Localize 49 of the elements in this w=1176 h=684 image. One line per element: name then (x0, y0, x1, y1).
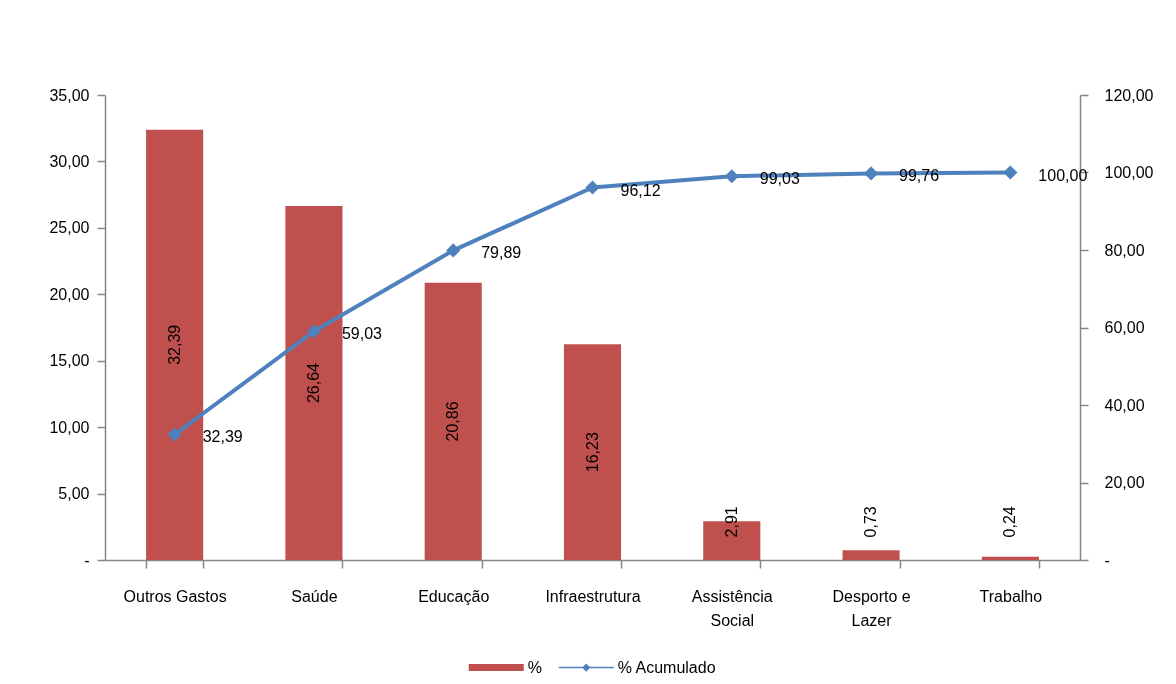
x-tick-label: Trabalho (979, 587, 1043, 605)
y-tick-label: 10,00 (49, 418, 90, 436)
data-label: 59,03 (341, 325, 383, 343)
y-tick-label: 20,00 (49, 285, 90, 303)
x-tick-label: Outros Gastos (123, 587, 227, 605)
bar (146, 129, 204, 560)
point (446, 243, 461, 258)
x-tick-label: Saúde (291, 587, 338, 605)
x-tick-label: Desporto e Lazer (832, 587, 911, 629)
legend-label: % Acumulado (617, 658, 716, 676)
data-label: 32,39 (202, 428, 243, 446)
y2-tick-label: 60,00 (1104, 319, 1145, 336)
point (864, 166, 879, 181)
data-label: 100,00 (1038, 166, 1088, 184)
x-tick-label: Educação (418, 587, 490, 605)
data-label: 79,89 (481, 244, 522, 262)
y2-tick-label: 40,00 (1104, 396, 1145, 414)
y-tick-label: 30,00 (49, 152, 90, 170)
y2-tick-label: 80,00 (1104, 241, 1145, 259)
bar (981, 556, 1039, 560)
data-label: 32,39 (165, 324, 183, 365)
y2-tick-label: 100,00 (1104, 164, 1154, 181)
data-label: 26,64 (304, 362, 322, 404)
data-label: 0,73 (862, 506, 880, 538)
x-tick-label: Assistência Social (691, 587, 773, 629)
data-label: 16,23 (583, 432, 601, 473)
point (306, 324, 321, 339)
y-tick-label: - (84, 551, 90, 569)
bar (842, 550, 900, 560)
y2-tick-label: 120,00 (1104, 86, 1154, 104)
bar (424, 282, 482, 560)
x-tick-label: Infraestrutura (545, 587, 641, 605)
bar (285, 206, 343, 560)
y2-tick-label: 20,00 (1104, 474, 1145, 491)
point (167, 427, 182, 442)
data-label: 2,91 (722, 506, 740, 538)
data-label: 20,86 (444, 401, 462, 442)
y-tick-label: 5,00 (58, 485, 90, 503)
y2-tick-label: - (1104, 551, 1110, 569)
data-label: 0,24 (1001, 506, 1019, 538)
point (585, 180, 600, 195)
legend-label: % (527, 658, 542, 676)
bar (563, 344, 622, 560)
y-tick-label: 35,00 (49, 86, 90, 104)
y-tick-label: 15,00 (49, 352, 90, 370)
y-tick-label: 25,00 (49, 219, 90, 237)
point (1003, 165, 1018, 180)
point (724, 169, 739, 184)
data-label: 96,12 (620, 181, 661, 199)
